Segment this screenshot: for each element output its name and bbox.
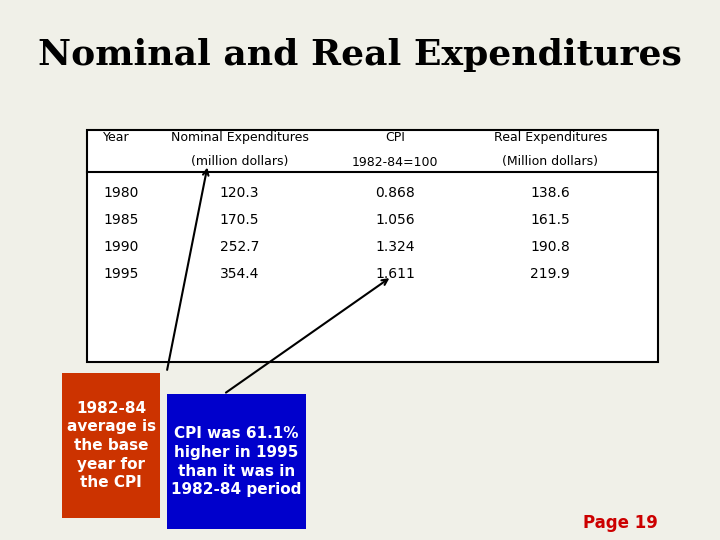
FancyBboxPatch shape xyxy=(62,373,161,518)
Text: Real Expenditures: Real Expenditures xyxy=(493,131,607,144)
FancyBboxPatch shape xyxy=(166,394,306,529)
Text: 354.4: 354.4 xyxy=(220,267,259,281)
Text: Year: Year xyxy=(103,131,130,144)
Text: 219.9: 219.9 xyxy=(531,267,570,281)
Text: Nominal and Real Expenditures: Nominal and Real Expenditures xyxy=(38,38,682,72)
FancyBboxPatch shape xyxy=(87,130,658,362)
Text: 161.5: 161.5 xyxy=(531,213,570,227)
Text: 252.7: 252.7 xyxy=(220,240,259,254)
Text: 1.611: 1.611 xyxy=(375,267,415,281)
Text: Page 19: Page 19 xyxy=(583,514,658,532)
Text: 1990: 1990 xyxy=(103,240,138,254)
Text: 190.8: 190.8 xyxy=(531,240,570,254)
Text: 1.056: 1.056 xyxy=(375,213,415,227)
Text: Nominal Expenditures: Nominal Expenditures xyxy=(171,131,308,144)
Text: 0.868: 0.868 xyxy=(375,186,415,200)
Text: (million dollars): (million dollars) xyxy=(191,156,288,168)
Text: CPI: CPI xyxy=(385,131,405,144)
Text: 1982-84
average is
the base
year for
the CPI: 1982-84 average is the base year for the… xyxy=(66,401,156,490)
Text: 1995: 1995 xyxy=(103,267,138,281)
Text: 120.3: 120.3 xyxy=(220,186,259,200)
Text: 1.324: 1.324 xyxy=(375,240,415,254)
Text: (Million dollars): (Million dollars) xyxy=(503,156,598,168)
Text: CPI was 61.1%
higher in 1995
than it was in
1982-84 period: CPI was 61.1% higher in 1995 than it was… xyxy=(171,426,302,497)
Text: 170.5: 170.5 xyxy=(220,213,259,227)
Text: 1982-84=100: 1982-84=100 xyxy=(351,156,438,168)
Text: 138.6: 138.6 xyxy=(531,186,570,200)
Text: 1985: 1985 xyxy=(103,213,138,227)
Text: 1980: 1980 xyxy=(103,186,138,200)
